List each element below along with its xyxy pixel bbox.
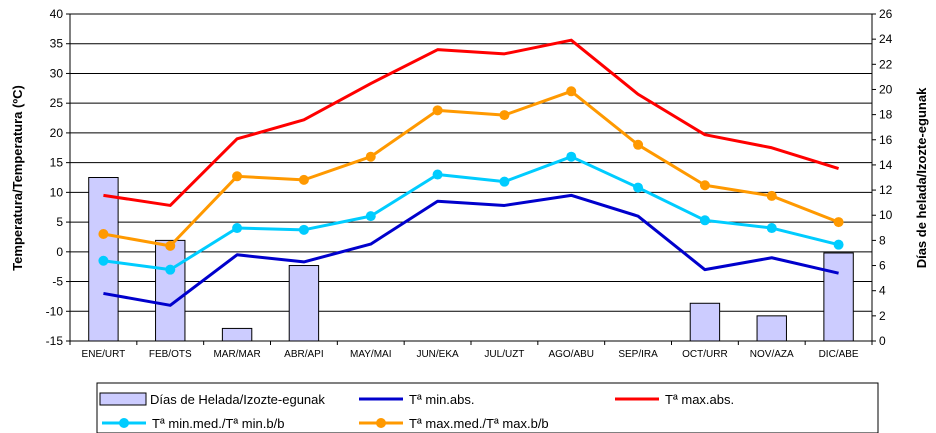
series-point [433, 105, 443, 115]
y2-tick-label: 10 [879, 208, 893, 222]
x-tick-label: FEB/OTS [149, 349, 192, 360]
series-point [499, 110, 509, 120]
x-tick-label: NOV/AZA [750, 349, 794, 360]
y-tick-label: 40 [50, 7, 64, 21]
y2-tick-label: 20 [879, 82, 893, 96]
bar-frost-days [289, 266, 318, 341]
bar-frost-days [690, 303, 719, 341]
series-point [633, 140, 643, 150]
y2-tick-label: 16 [879, 133, 893, 147]
series-point [700, 180, 710, 190]
y-tick-label: 10 [50, 185, 64, 199]
y2-tick-label: 18 [879, 108, 893, 122]
series-point [165, 265, 175, 275]
y2-axis-title: Días de helada/Izozte-egunak [914, 87, 929, 268]
y-tick-label: -15 [46, 334, 64, 348]
legend-label: Tª min.abs. [409, 392, 475, 407]
x-tick-label: DIC/ABE [819, 349, 859, 360]
series-point [566, 86, 576, 96]
legend-label: Días de Helada/Izozte-egunak [150, 392, 325, 407]
series-point [566, 152, 576, 162]
legend: Días de Helada/Izozte-egunak Tª min.abs. T… [97, 383, 878, 433]
series-point [834, 217, 844, 227]
temperature-lines [98, 40, 843, 305]
y-tick-label: 25 [50, 96, 64, 110]
series-point [700, 215, 710, 225]
y2-tick-label: 22 [879, 57, 893, 71]
series-point [767, 191, 777, 201]
x-tick-label: AGO/ABU [548, 349, 594, 360]
y2-tick-label: 0 [879, 334, 886, 348]
legend-label: Tª max.med./Tª max.b/b [409, 416, 549, 431]
x-tick-label: ABR/API [284, 349, 323, 360]
bar-frost-days [824, 253, 853, 341]
x-tick-label: ENE/URT [82, 349, 126, 360]
x-tick-label: MAY/MAI [350, 349, 391, 360]
series-point [299, 175, 309, 185]
bar-frost-days [222, 328, 251, 341]
y2-tick-label: 8 [879, 233, 886, 247]
y2-tick-label: 14 [879, 158, 893, 172]
y-tick-label: 20 [50, 126, 64, 140]
series-point [232, 223, 242, 233]
legend-swatch-marker [376, 418, 386, 428]
series-point [633, 183, 643, 193]
y-tick-label: 35 [50, 37, 64, 51]
y2-tick-label: 24 [879, 32, 893, 46]
y2-tick-label: 2 [879, 309, 886, 323]
series-point [366, 211, 376, 221]
legend-swatch-marker [119, 418, 129, 428]
series-point [834, 240, 844, 250]
y2-tick-label: 4 [879, 284, 886, 298]
series-point [98, 256, 108, 266]
series-point [433, 170, 443, 180]
x-tick-label: JUN/EKA [416, 349, 459, 360]
series-point [299, 225, 309, 235]
legend-label: Tª min.med./Tª min.b/b [152, 416, 284, 431]
y-tick-label: 30 [50, 66, 64, 80]
bar-frost-days [757, 316, 786, 341]
series-point [232, 171, 242, 181]
y-tick-label: 15 [50, 156, 64, 170]
series-point [499, 177, 509, 187]
bar-frost-days [156, 240, 185, 341]
x-tick-label: OCT/URR [682, 349, 728, 360]
x-tick-label: SEP/IRA [618, 349, 658, 360]
legend-swatch-bar [100, 393, 146, 405]
y2-tick-label: 26 [879, 7, 893, 21]
y-axis-title: Temperatura/Temperatura (ºC) [10, 85, 25, 271]
x-tick-label: JUL/UZT [484, 349, 524, 360]
series-line [103, 195, 838, 305]
y-tick-label: -10 [46, 304, 64, 318]
series-point [98, 229, 108, 239]
series-point [165, 241, 175, 251]
y-tick-label: -5 [52, 275, 63, 289]
x-tick-label: MAR/MAR [213, 349, 260, 360]
y2-tick-label: 12 [879, 183, 893, 197]
legend-label: Tª max.abs. [665, 392, 734, 407]
series-point [366, 152, 376, 162]
series-line [103, 40, 838, 205]
y-tick-label: 5 [56, 215, 63, 229]
y-tick-label: 0 [56, 245, 63, 259]
series-line [103, 157, 838, 270]
series-point [767, 223, 777, 233]
y2-tick-label: 6 [879, 259, 886, 273]
